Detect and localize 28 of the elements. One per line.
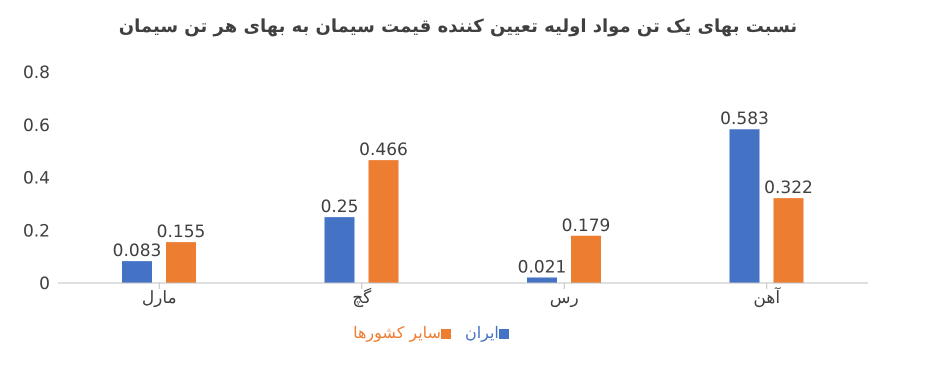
y-tick-label: 0.6 — [22, 116, 50, 136]
y-tick-label: 0.4 — [22, 168, 50, 189]
x-tick-label: آهن — [753, 287, 782, 308]
x-tick-label: رس — [550, 288, 579, 308]
data-label: 0.25 — [320, 197, 358, 218]
legend-label: سایر کشورها — [353, 323, 441, 342]
chart-title: نسبت بهای یک تن مواد اولیه تعیین کننده قیمت سیمان به بهای هر تن سیمان — [118, 15, 798, 39]
data-label: 0.155 — [156, 222, 206, 242]
bar — [730, 129, 760, 283]
bar — [324, 217, 354, 283]
x-tick-label: مارل — [142, 288, 177, 308]
data-label: 0.021 — [518, 257, 566, 278]
bar — [166, 242, 196, 283]
data-label: 0.583 — [720, 109, 769, 130]
bar — [774, 198, 804, 283]
data-label: 0.466 — [359, 140, 408, 160]
bar — [527, 277, 557, 283]
x-tick-label: گچ — [352, 287, 372, 308]
y-tick-label: 0 — [39, 274, 50, 294]
bar — [571, 236, 601, 283]
legend-label: ایران — [464, 323, 499, 342]
data-label: 0.083 — [112, 241, 162, 262]
y-tick-label: 0.2 — [22, 221, 50, 242]
bar — [368, 160, 398, 283]
bar — [122, 261, 152, 283]
data-label: 0.179 — [562, 216, 610, 236]
y-tick-label: 0.8 — [22, 63, 50, 84]
data-label: 0.322 — [764, 178, 813, 198]
